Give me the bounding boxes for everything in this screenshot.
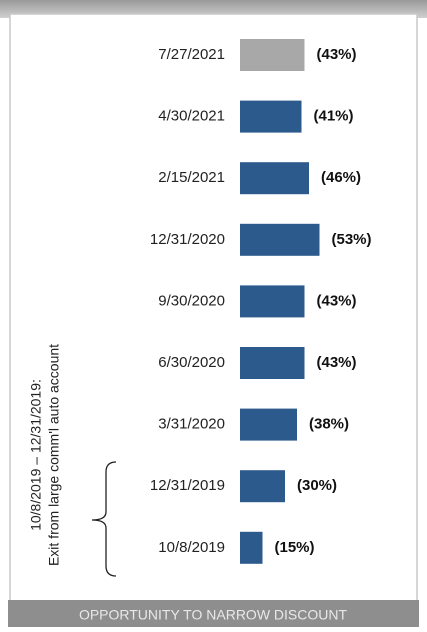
bracket bbox=[91, 461, 117, 577]
category-label: 12/31/2019 bbox=[150, 477, 225, 494]
value-label: (43%) bbox=[317, 354, 357, 371]
value-label: (30%) bbox=[297, 477, 337, 494]
category-label: 10/8/2019 bbox=[158, 539, 225, 556]
bar bbox=[240, 162, 309, 195]
bar bbox=[240, 285, 305, 318]
category-label: 6/30/2020 bbox=[158, 354, 225, 371]
bar bbox=[240, 408, 297, 441]
footer: OPPORTUNITY TO NARROW DISCOUNT bbox=[79, 607, 348, 623]
category-label: 12/31/2020 bbox=[150, 231, 225, 248]
category-label: 2/15/2021 bbox=[158, 169, 225, 186]
value-label: (43%) bbox=[317, 46, 357, 63]
bar bbox=[240, 470, 285, 503]
value-label: (53%) bbox=[332, 231, 372, 248]
bar bbox=[240, 531, 263, 564]
value-label: (15%) bbox=[275, 539, 315, 556]
annotation: 10/8/2019 – 12/31/2019: bbox=[28, 379, 44, 531]
annotation: Exit from large comm'l auto account bbox=[46, 344, 62, 566]
category-label: 9/30/2020 bbox=[158, 292, 225, 309]
bar bbox=[240, 223, 320, 256]
value-label: (46%) bbox=[321, 169, 361, 186]
value-label: (38%) bbox=[309, 416, 349, 433]
value-label: (43%) bbox=[317, 292, 357, 309]
bar bbox=[240, 347, 305, 379]
category-label: 4/30/2021 bbox=[158, 108, 225, 125]
bar bbox=[240, 100, 302, 133]
category-label: 7/27/2021 bbox=[158, 46, 225, 63]
category-label: 3/31/2020 bbox=[158, 416, 225, 433]
panel bbox=[9, 13, 418, 607]
bar bbox=[240, 39, 305, 71]
value-label: (41%) bbox=[314, 108, 354, 125]
footer-band bbox=[8, 600, 419, 627]
